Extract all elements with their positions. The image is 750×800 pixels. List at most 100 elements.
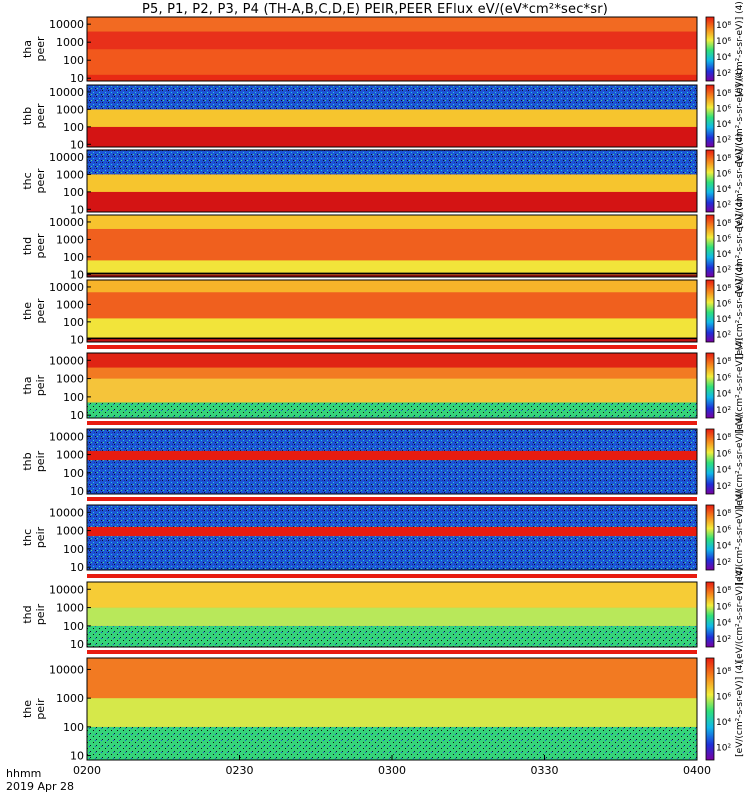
y-tick-label: 1000 [56, 168, 84, 181]
energy-band [87, 228, 697, 261]
energy-band [87, 260, 697, 275]
colorbar-tick-label: 10⁸ [716, 586, 731, 596]
colorbar-tick-label: 10² [716, 743, 731, 753]
y-tick-label: 100 [63, 251, 84, 264]
energy-band [87, 505, 697, 527]
colorbar-tick-label: 10⁴ [716, 718, 731, 728]
energy-band [87, 536, 697, 570]
energy-band [87, 337, 697, 342]
panel-probe-label: thc [21, 529, 34, 546]
colorbar-tick-label: 10⁴ [716, 619, 731, 629]
energy-band [87, 74, 697, 81]
y-tick-label: 10000 [49, 430, 84, 443]
y-tick-label: 1000 [56, 525, 84, 538]
panel-frame [86, 279, 698, 343]
panel-probe-label: thb [21, 107, 34, 125]
colorbar [705, 84, 715, 148]
energy-band [87, 378, 697, 403]
panel-product-label: peer [34, 233, 47, 259]
energy-band [87, 126, 697, 147]
spectrogram-panel-10: 10 100 1000 10000 the peir 10² 10⁴ 10⁶ 10⁸ [eV/(cm… [21, 650, 745, 763]
spectrogram-panel-8: 10 100 1000 10000 thc peir 10² 10⁴ 10⁶ 10⁸ [eV/(cm… [21, 490, 745, 586]
panel-product-label: peir [34, 603, 47, 625]
panel-product-label: peir [34, 698, 47, 720]
energy-band [87, 274, 697, 277]
colorbar-unit-label: [eV/(cm²-s-sr-eV)] (4) [735, 338, 745, 434]
panel-product-label: peer [34, 103, 47, 129]
panel-product-label: peer [34, 168, 47, 194]
x-tick-label: 0230 [226, 764, 254, 777]
energy-band [87, 698, 697, 727]
y-tick-label: 10 [70, 268, 84, 281]
colorbar-tick-label: 10⁸ [716, 89, 731, 99]
energy-band [87, 353, 697, 368]
colorbar-tick-label: 10⁸ [716, 667, 731, 677]
colorbar-tick-label: 10⁸ [716, 357, 731, 367]
colorbar-tick-label: 10⁸ [716, 433, 731, 443]
colorbar-tick-label: 10⁶ [716, 373, 731, 383]
panel-top-strip [87, 421, 697, 425]
y-tick-label: 10 [70, 72, 84, 85]
y-tick-label: 10 [70, 409, 84, 422]
y-tick-label: 1000 [56, 233, 84, 246]
colorbar-tick-label: 10⁴ [716, 315, 731, 325]
y-tick-label: 10 [70, 333, 84, 346]
y-tick-label: 10 [70, 750, 84, 763]
colorbar-unit-label: [eV/(cm²-s-sr-eV)] (4) [735, 68, 745, 164]
colorbar-tick-label: 10⁴ [716, 250, 731, 260]
spectrogram-panel-2: 10 100 1000 10000 thb peer 10² 10⁴ 10⁶ 10⁸ [eV/(cm… [21, 68, 745, 164]
x-axis-header-date: 2019 Apr 28 [6, 780, 75, 793]
panel-frame [86, 428, 698, 495]
panel-probe-label: thd [21, 605, 34, 623]
energy-band [87, 658, 697, 699]
y-tick-label: 100 [63, 467, 84, 480]
y-tick-label: 1000 [56, 449, 84, 462]
colorbar-tick-label: 10² [716, 69, 731, 79]
y-tick-label: 100 [63, 316, 84, 329]
energy-band [87, 402, 697, 418]
colorbar [705, 16, 715, 82]
energy-band [87, 191, 697, 212]
colorbar [705, 149, 715, 213]
energy-band [87, 460, 697, 494]
colorbar-tick-label: 10⁴ [716, 53, 731, 63]
colorbar-tick-label: 10⁸ [716, 21, 731, 31]
energy-band [87, 607, 697, 626]
y-tick-label: 100 [63, 543, 84, 556]
panel-probe-label: the [21, 302, 34, 320]
spectrogram-panel-7: 10 100 1000 10000 thb peir 10² 10⁴ 10⁶ 10⁸ [eV/(cm… [21, 414, 745, 510]
colorbar-tick-label: 10² [716, 635, 731, 645]
colorbar-tick-label: 10⁸ [716, 154, 731, 164]
spectrogram-panel-3: 10 100 1000 10000 thc peer 10² 10⁴ 10⁶ 10⁸ [eV/(cm… [21, 133, 745, 229]
spectrogram-panel-5: 10 100 1000 10000 the peer 10² 10⁴ 10⁶ 10⁸ [eV/(cm… [21, 263, 745, 359]
colorbar [705, 657, 715, 761]
energy-band [87, 582, 697, 608]
y-tick-label: 1000 [56, 36, 84, 49]
colorbar-tick-label: 10⁴ [716, 185, 731, 195]
x-tick-label: 0200 [73, 764, 101, 777]
panel-top-strip [87, 650, 697, 654]
colorbar-tick-label: 10⁸ [716, 219, 731, 229]
y-tick-label: 10000 [49, 18, 84, 31]
panel-frame [86, 149, 698, 213]
spectrogram-panel-4: 10 100 1000 10000 thd peer 10² 10⁴ 10⁶ 10⁸ [eV/(cm… [21, 198, 745, 294]
colorbar [705, 428, 715, 495]
colorbar-tick-label: 10² [716, 330, 731, 340]
energy-band [87, 85, 697, 110]
energy-band [87, 318, 697, 338]
colorbar [705, 214, 715, 278]
y-tick-label: 10000 [49, 86, 84, 99]
y-tick-label: 10 [70, 203, 84, 216]
colorbar-tick-label: 10² [716, 135, 731, 145]
x-tick-label: 0300 [378, 764, 406, 777]
panel-probe-label: tha [21, 376, 34, 394]
colorbar-tick-label: 10⁸ [716, 509, 731, 519]
colorbar-tick-label: 10⁴ [716, 120, 731, 130]
panel-top-strip [87, 345, 697, 349]
energy-band [87, 526, 697, 537]
colorbar-tick-label: 10⁸ [716, 284, 731, 294]
x-tick-label: 0400 [683, 764, 711, 777]
y-tick-label: 10000 [49, 506, 84, 519]
y-tick-label: 1000 [56, 373, 84, 386]
y-tick-label: 10000 [49, 354, 84, 367]
